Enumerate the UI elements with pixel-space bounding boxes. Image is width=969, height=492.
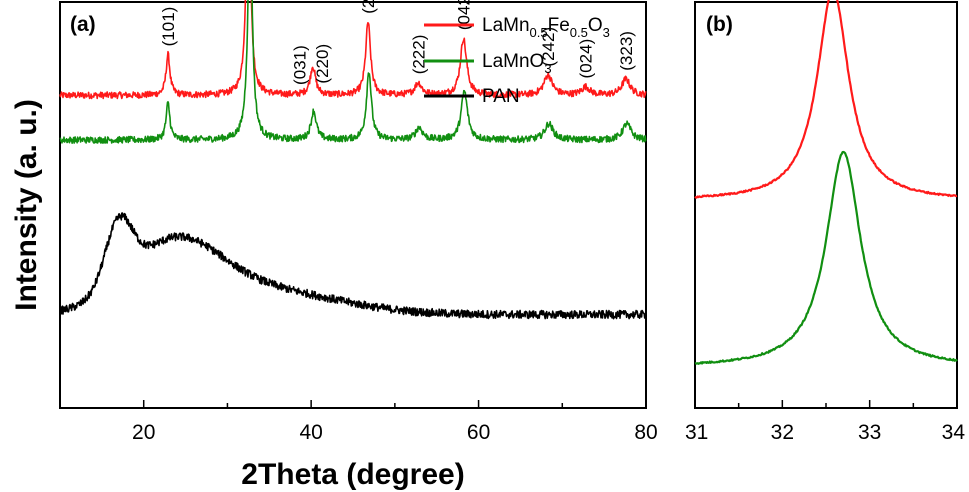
peak-label: (323)	[617, 31, 636, 71]
x-tick-label: 40	[299, 421, 322, 444]
peak-label: (202)	[359, 0, 378, 14]
peak-label: (222)	[409, 35, 428, 75]
legend-label-lamno3: LaMnO3	[482, 51, 552, 76]
series-line-1	[59, 0, 647, 144]
peak-label: (220)	[313, 44, 332, 84]
x-tick-label: 80	[634, 421, 657, 444]
series-line-2	[59, 212, 647, 320]
legend-label-lamnfeo: LaMn0.5Fe0.5O3	[482, 15, 610, 40]
peak-label: (031)	[290, 45, 309, 85]
panel-a-traces	[59, 0, 647, 320]
legend: LaMn0.5Fe0.5O3 LaMnO3 PAN	[424, 15, 610, 107]
x-axis-title: 2Theta (degree)	[241, 458, 464, 491]
series-line-b-1	[694, 150, 958, 365]
x-tick-label-b: 34	[942, 421, 966, 444]
peak-label: (024)	[577, 39, 596, 79]
panel-a-ticks: 20 40 60 80	[59, 400, 658, 444]
series-line-b-0	[694, 0, 958, 199]
panel-a-tag: (a)	[70, 13, 96, 36]
peak-label: (101)	[159, 7, 178, 47]
peak-label: (042)	[455, 0, 474, 30]
y-axis-title: Intensity (a. u.)	[10, 99, 43, 311]
panel-b-ticks: 31 32 33 34	[685, 400, 965, 444]
panel-b-frame	[694, 1, 958, 409]
legend-label-pan: PAN	[482, 86, 520, 107]
x-tick-label: 20	[132, 421, 155, 444]
series-line-0	[59, 0, 647, 100]
peak-label: (242)	[539, 27, 558, 67]
x-tick-label-b: 31	[685, 421, 708, 444]
x-tick-label-b: 32	[771, 421, 794, 444]
panel-a-peak-labels: (101)(121)(031)(220)(202)(222)(042)(242)…	[159, 0, 636, 85]
panel-b-tag: (b)	[706, 13, 733, 36]
panel-b-traces	[694, 0, 958, 365]
x-tick-label: 60	[467, 421, 490, 444]
x-tick-label-b: 33	[858, 421, 881, 444]
panel-a-frame	[59, 1, 647, 409]
